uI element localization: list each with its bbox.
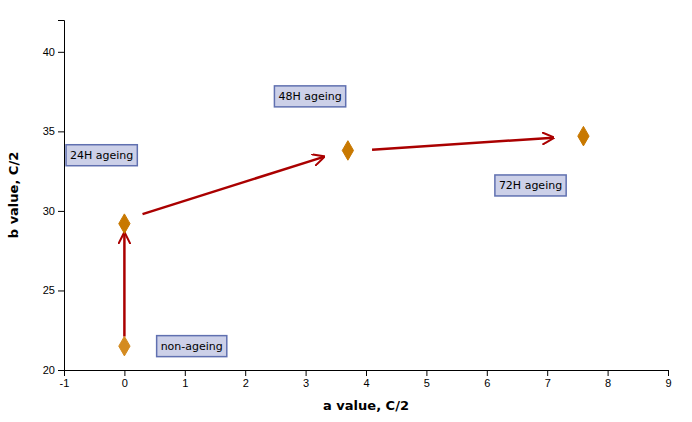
x-axis: -1 0 1 2 3 4 5 6 7 8 9 — [60, 370, 672, 389]
x-tick-label: 3 — [303, 377, 309, 389]
annotation-box — [274, 86, 345, 107]
point — [578, 126, 589, 146]
chart: -1 0 1 2 3 4 5 6 7 8 9 20 25 30 35 40 non-ageing 24H agei… — [0, 0, 692, 422]
y-axis-title: b value, C/2 — [6, 152, 21, 238]
x-tick-label: 1 — [182, 377, 188, 389]
x-tick: 1 — [182, 370, 188, 389]
y-axis-line — [58, 21, 65, 371]
x-tick-label: -1 — [60, 377, 70, 389]
y-tick-label: 30 — [43, 205, 55, 217]
x-tick: 2 — [243, 370, 249, 389]
annotation: 24H ageing — [66, 145, 137, 166]
x-tick-mark — [306, 370, 307, 376]
annotation: non-ageing — [157, 336, 227, 357]
arrow — [372, 138, 553, 150]
annotation-box — [495, 175, 566, 196]
x-tick-mark — [426, 370, 427, 376]
x-tick-mark — [124, 370, 125, 376]
arrow — [143, 157, 324, 214]
x-tick-mark — [547, 370, 548, 376]
annotation-box — [66, 145, 137, 166]
x-tick-label: 0 — [122, 377, 128, 389]
x-tick-label: 4 — [363, 377, 369, 389]
y-tick-mark — [58, 52, 64, 53]
x-tick-label: 8 — [605, 377, 611, 389]
annotation-box — [157, 336, 227, 357]
x-tick-label: 5 — [424, 377, 430, 389]
y-tick-label: 20 — [43, 364, 55, 376]
marks — [119, 126, 589, 356]
x-tick: 3 — [303, 370, 309, 389]
x-tick-label: 9 — [665, 377, 671, 389]
annotation-text: 72H ageing — [499, 179, 562, 192]
x-tick-mark — [487, 370, 488, 376]
y-tick-mark — [58, 131, 64, 132]
y-tick: 20 — [43, 364, 64, 376]
arrow — [123, 233, 126, 336]
x-axis-title: a value, C/2 — [323, 398, 409, 413]
x-tick: 4 — [363, 370, 369, 389]
x-axis-line — [65, 371, 669, 377]
x-tick: 6 — [484, 370, 490, 389]
annotation-text: 48H ageing — [278, 90, 341, 103]
x-tick: 8 — [605, 370, 611, 389]
x-tick: -1 — [60, 370, 70, 389]
y-tick-mark — [58, 211, 64, 212]
x-tick: 9 — [665, 370, 671, 389]
y-tick-label: 40 — [43, 46, 55, 58]
y-tick-mark — [58, 370, 64, 371]
x-tick-mark — [366, 370, 367, 376]
y-tick-mark — [58, 290, 64, 291]
annotation-text: non-ageing — [161, 340, 223, 353]
x-tick: 7 — [545, 370, 551, 389]
x-tick: 5 — [424, 370, 430, 389]
annotations: non-ageing 24H ageing 48H ageing 72H ageing — [66, 86, 566, 357]
annotation: 72H ageing — [495, 175, 566, 196]
x-tick: 0 — [122, 370, 128, 389]
y-tick-label: 25 — [43, 284, 55, 296]
x-tick-label: 2 — [243, 377, 249, 389]
y-tick: 30 — [43, 205, 64, 217]
y-tick: 40 — [43, 46, 64, 58]
x-tick-mark — [608, 370, 609, 376]
x-tick-mark — [185, 370, 186, 376]
y-tick: 25 — [43, 284, 64, 296]
annotation-text: 24H ageing — [70, 149, 133, 162]
x-tick-label: 7 — [545, 377, 551, 389]
x-tick-label: 6 — [484, 377, 490, 389]
x-tick-mark — [668, 370, 669, 376]
y-axis: 20 25 30 35 40 — [43, 21, 65, 377]
point — [119, 214, 130, 234]
y-tick-label: 35 — [43, 125, 55, 137]
annotation: 48H ageing — [274, 86, 345, 107]
y-tick: 35 — [43, 125, 64, 137]
point — [119, 336, 130, 356]
plot: -1 0 1 2 3 4 5 6 7 8 9 20 25 30 35 40 non-ageing 24H agei… — [43, 21, 672, 389]
point — [342, 141, 353, 161]
x-tick-mark — [245, 370, 246, 376]
